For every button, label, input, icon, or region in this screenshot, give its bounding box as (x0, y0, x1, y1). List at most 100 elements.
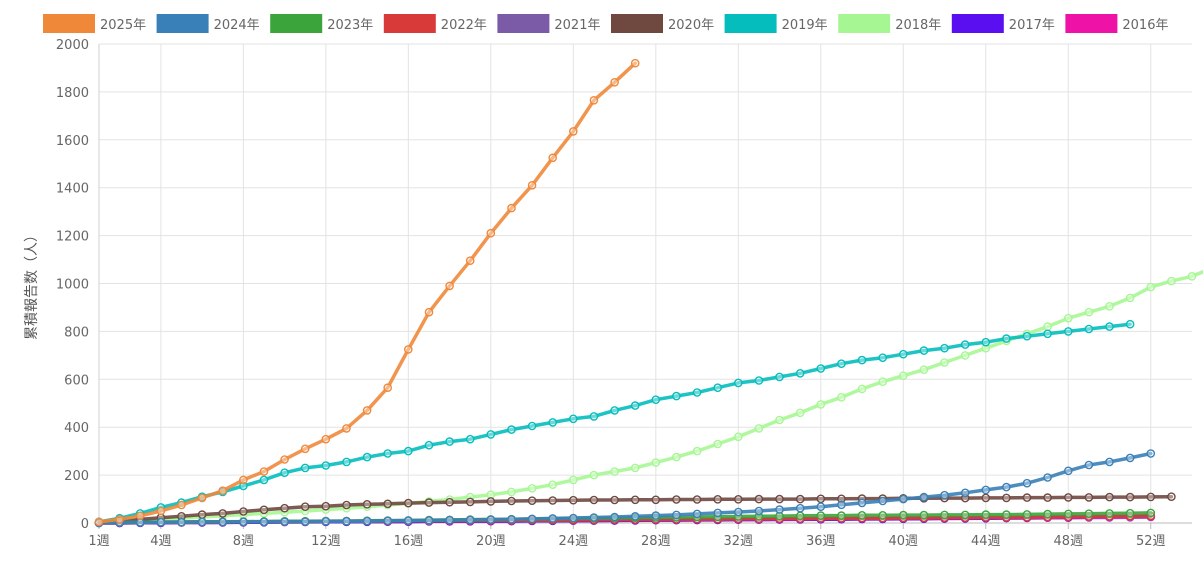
data-point[interactable] (465, 497, 475, 507)
data-point[interactable] (1146, 282, 1156, 292)
data-point[interactable] (383, 499, 393, 509)
data-point[interactable] (259, 505, 269, 515)
data-point[interactable] (734, 432, 743, 442)
data-point[interactable] (507, 487, 516, 497)
data-point[interactable] (507, 425, 516, 434)
data-point[interactable] (507, 515, 516, 524)
data-point[interactable] (816, 400, 826, 409)
data-point[interactable] (940, 490, 949, 500)
data-point[interactable] (527, 421, 537, 431)
data-point[interactable] (630, 495, 640, 505)
data-point[interactable] (754, 424, 764, 433)
data-point[interactable] (1002, 334, 1011, 343)
data-point[interactable] (610, 467, 619, 476)
data-point[interactable] (610, 512, 619, 522)
data-point[interactable] (197, 517, 207, 527)
data-point[interactable] (651, 511, 661, 520)
data-point[interactable] (981, 337, 991, 347)
data-point[interactable] (589, 412, 599, 421)
legend-item-2018年[interactable]: 2018年 (838, 14, 941, 33)
data-point[interactable] (672, 495, 681, 504)
data-point[interactable] (775, 372, 784, 382)
data-point[interactable] (1167, 492, 1176, 502)
data-point[interactable] (362, 516, 372, 526)
data-point[interactable] (280, 468, 289, 478)
data-point[interactable] (775, 505, 784, 514)
data-point[interactable] (548, 496, 558, 505)
data-point[interactable] (630, 401, 640, 410)
data-point[interactable] (981, 343, 991, 353)
data-point[interactable] (1125, 508, 1135, 518)
data-point[interactable] (548, 480, 558, 490)
data-point[interactable] (218, 517, 227, 527)
data-point[interactable] (177, 500, 186, 510)
data-point[interactable] (919, 346, 929, 355)
data-point[interactable] (383, 449, 393, 458)
data-point[interactable] (403, 345, 413, 354)
data-point[interactable] (919, 365, 929, 375)
data-point[interactable] (362, 499, 372, 509)
data-point[interactable] (403, 446, 413, 456)
data-point[interactable] (115, 515, 124, 524)
data-point[interactable] (569, 495, 578, 505)
data-point[interactable] (589, 513, 599, 522)
data-point[interactable] (1084, 509, 1094, 519)
legend-item-2016年[interactable]: 2016年 (1065, 14, 1168, 33)
data-point[interactable] (837, 392, 846, 402)
data-point[interactable] (527, 483, 537, 493)
data-point[interactable] (1146, 449, 1156, 458)
data-point[interactable] (1064, 327, 1073, 336)
data-point[interactable] (837, 494, 846, 504)
data-point[interactable] (94, 517, 104, 527)
data-point[interactable] (259, 517, 269, 527)
data-point[interactable] (1105, 301, 1114, 311)
data-point[interactable] (589, 96, 599, 105)
data-point[interactable] (403, 498, 413, 508)
legend-item-2024年[interactable]: 2024年 (156, 14, 260, 33)
data-point[interactable] (321, 434, 331, 444)
data-point[interactable] (156, 506, 166, 516)
data-point[interactable] (465, 434, 475, 444)
data-point[interactable] (692, 446, 702, 456)
data-point[interactable] (424, 307, 434, 317)
data-point[interactable] (589, 470, 599, 480)
data-point[interactable] (321, 501, 331, 511)
data-point[interactable] (1002, 510, 1011, 519)
legend-item-2019年[interactable]: 2019年 (724, 14, 828, 33)
legend-item-2020年[interactable]: 2020年 (611, 14, 714, 33)
data-point[interactable] (816, 494, 826, 504)
data-point[interactable] (321, 517, 331, 526)
data-point[interactable] (775, 494, 784, 504)
data-point[interactable] (940, 343, 949, 353)
data-point[interactable] (424, 440, 434, 450)
data-point[interactable] (135, 511, 145, 521)
data-point[interactable] (300, 463, 310, 473)
data-point[interactable] (1146, 508, 1156, 518)
data-point[interactable] (569, 475, 578, 485)
data-point[interactable] (672, 510, 681, 520)
data-point[interactable] (1022, 478, 1032, 488)
data-point[interactable] (445, 437, 454, 446)
data-point[interactable] (795, 503, 805, 513)
data-point[interactable] (734, 378, 743, 388)
data-point[interactable] (919, 510, 929, 520)
data-point[interactable] (899, 494, 908, 504)
data-point[interactable] (280, 517, 289, 526)
data-point[interactable] (548, 153, 558, 163)
data-point[interactable] (1125, 319, 1135, 329)
data-point[interactable] (239, 475, 248, 485)
legend-item-2021年[interactable]: 2021年 (497, 14, 600, 33)
data-point[interactable] (713, 383, 723, 393)
data-point[interactable] (1043, 329, 1052, 339)
data-point[interactable] (940, 358, 949, 367)
data-point[interactable] (177, 518, 186, 527)
data-point[interactable] (1064, 509, 1073, 519)
data-point[interactable] (1084, 307, 1094, 317)
data-point[interactable] (548, 514, 558, 523)
data-point[interactable] (1022, 331, 1032, 341)
data-point[interactable] (795, 511, 805, 521)
data-point[interactable] (1022, 493, 1032, 502)
data-point[interactable] (692, 388, 702, 397)
data-point[interactable] (610, 495, 619, 505)
data-point[interactable] (569, 127, 578, 136)
